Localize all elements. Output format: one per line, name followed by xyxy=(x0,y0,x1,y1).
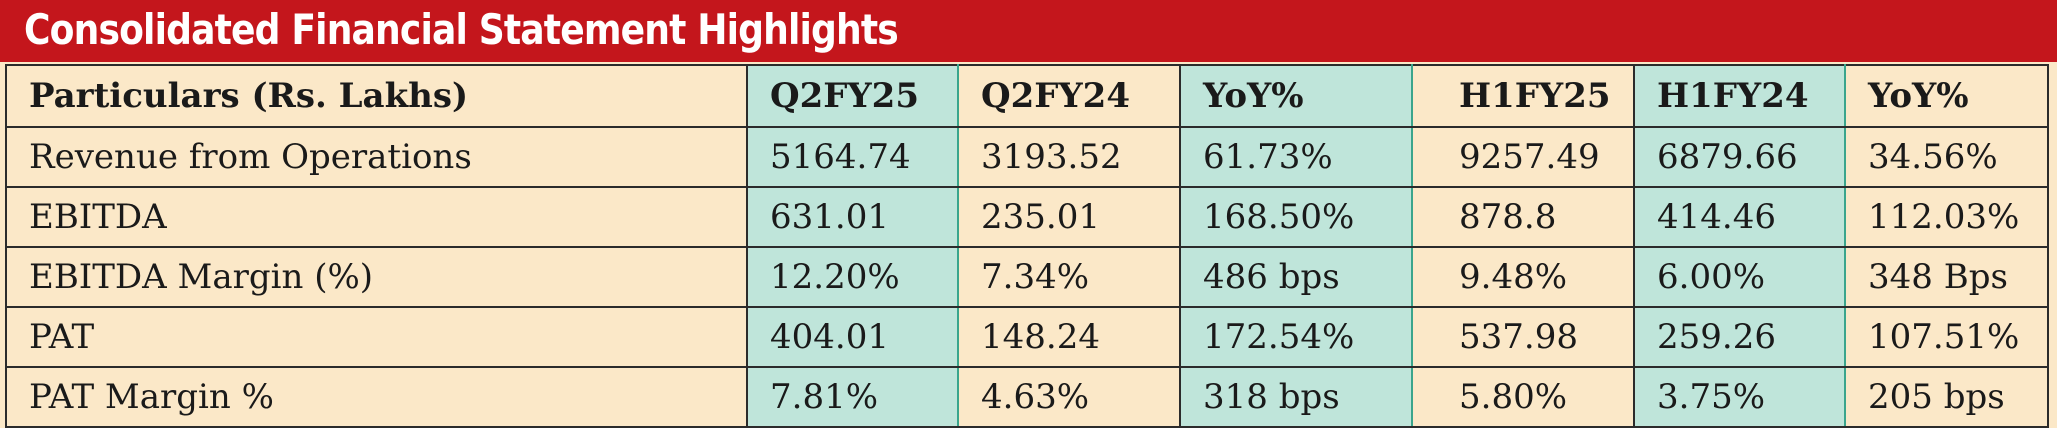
cell-yoy-quarter: 486 bps xyxy=(1179,246,1413,308)
header-h1fy24: H1FY24 xyxy=(1633,64,1846,128)
header-q2fy25: Q2FY25 xyxy=(746,64,959,128)
row-label: EBITDA xyxy=(5,186,748,248)
cell-h1fy25: 5.80% xyxy=(1411,366,1635,428)
cell-yoy-quarter: 61.73% xyxy=(1179,126,1413,188)
header-q2fy24: Q2FY24 xyxy=(957,64,1181,128)
cell-q2fy24: 4.63% xyxy=(957,366,1181,428)
cell-yoy-half: 348 Bps xyxy=(1844,246,2049,308)
table-row-pat: PAT 404.01 148.24 172.54% 537.98 259.26 … xyxy=(5,306,2049,368)
row-label: PAT xyxy=(5,306,748,368)
cell-q2fy24: 148.24 xyxy=(957,306,1181,368)
cell-q2fy24: 7.34% xyxy=(957,246,1181,308)
cell-q2fy24: 235.01 xyxy=(957,186,1181,248)
cell-yoy-quarter: 172.54% xyxy=(1179,306,1413,368)
cell-yoy-half: 205 bps xyxy=(1844,366,2049,428)
header-h1fy25: H1FY25 xyxy=(1411,64,1635,128)
header-particulars: Particulars (Rs. Lakhs) xyxy=(5,64,748,128)
cell-q2fy25: 12.20% xyxy=(746,246,959,308)
cell-yoy-half: 112.03% xyxy=(1844,186,2049,248)
row-label: PAT Margin % xyxy=(5,366,748,428)
cell-yoy-half: 34.56% xyxy=(1844,126,2049,188)
table-row-ebitda: EBITDA 631.01 235.01 168.50% 878.8 414.4… xyxy=(5,186,2049,248)
cell-q2fy25: 7.81% xyxy=(746,366,959,428)
table-row-ebitda-margin: EBITDA Margin (%) 12.20% 7.34% 486 bps 9… xyxy=(5,246,2049,308)
cell-h1fy24: 3.75% xyxy=(1633,366,1846,428)
cell-h1fy24: 6.00% xyxy=(1633,246,1846,308)
financial-highlights-table: Particulars (Rs. Lakhs) Q2FY25 Q2FY24 Yo… xyxy=(5,64,2049,428)
cell-h1fy25: 9257.49 xyxy=(1411,126,1635,188)
header-yoy-quarter: YoY% xyxy=(1179,64,1413,128)
row-label: Revenue from Operations xyxy=(5,126,748,188)
cell-h1fy25: 878.8 xyxy=(1411,186,1635,248)
header-yoy-half: YoY% xyxy=(1844,64,2049,128)
cell-q2fy25: 631.01 xyxy=(746,186,959,248)
table-row-pat-margin: PAT Margin % 7.81% 4.63% 318 bps 5.80% 3… xyxy=(5,366,2049,428)
cell-h1fy24: 414.46 xyxy=(1633,186,1846,248)
cell-h1fy25: 537.98 xyxy=(1411,306,1635,368)
cell-yoy-quarter: 168.50% xyxy=(1179,186,1413,248)
cell-yoy-half: 107.51% xyxy=(1844,306,2049,368)
cell-q2fy24: 3193.52 xyxy=(957,126,1181,188)
cell-h1fy24: 259.26 xyxy=(1633,306,1846,368)
page-title: Consolidated Financial Statement Highlig… xyxy=(24,5,899,54)
cell-yoy-quarter: 318 bps xyxy=(1179,366,1413,428)
row-label: EBITDA Margin (%) xyxy=(5,246,748,308)
header-row: Particulars (Rs. Lakhs) Q2FY25 Q2FY24 Yo… xyxy=(5,64,2049,128)
cell-q2fy25: 404.01 xyxy=(746,306,959,368)
cell-q2fy25: 5164.74 xyxy=(746,126,959,188)
financial-table-container: Particulars (Rs. Lakhs) Q2FY25 Q2FY24 Yo… xyxy=(0,62,2057,428)
cell-h1fy24: 6879.66 xyxy=(1633,126,1846,188)
table-row-revenue: Revenue from Operations 5164.74 3193.52 … xyxy=(5,126,2049,188)
title-banner: Consolidated Financial Statement Highlig… xyxy=(0,0,2057,62)
cell-h1fy25: 9.48% xyxy=(1411,246,1635,308)
